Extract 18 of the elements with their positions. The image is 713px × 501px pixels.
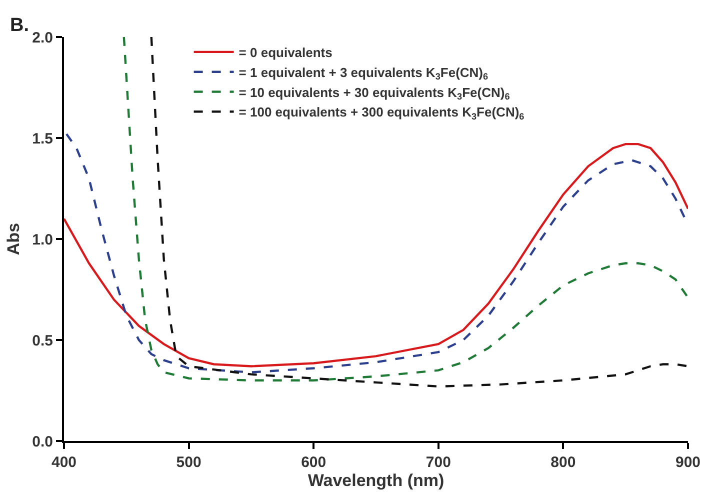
y-tick-label: 1.0	[32, 231, 53, 248]
x-tick-label: 800	[550, 454, 576, 471]
y-axis-title: Abs	[4, 222, 24, 256]
x-tick-label: 500	[176, 454, 202, 471]
y-tick-label: 2.0	[32, 29, 53, 46]
legend-label: = 100 equivalents + 300 equivalents K$_{3}$Fe(CN)$_{6}$	[238, 104, 524, 122]
x-tick-label: 900	[675, 454, 701, 471]
x-axis-title: Wavelength (nm)	[308, 471, 444, 490]
y-tick-label: 1.5	[32, 130, 53, 148]
text: B.	[10, 15, 29, 36]
legend-label: = 0 equivalents	[238, 45, 332, 60]
x-tick-label: 700	[426, 454, 451, 471]
legend-label: = 1 equivalent + 3 equivalents K$_{3}$Fe(CN)$_{6}$	[238, 64, 488, 82]
legend-label: = 10 equivalents + 30 equivalents K$_{3}$Fe(CN)$_{6}$	[238, 84, 510, 102]
y-tick-label: 0.5	[32, 332, 53, 350]
y-tick-label: 0.0	[32, 433, 53, 450]
x-tick-label: 400	[51, 454, 77, 471]
x-tick-label: 600	[301, 454, 326, 471]
